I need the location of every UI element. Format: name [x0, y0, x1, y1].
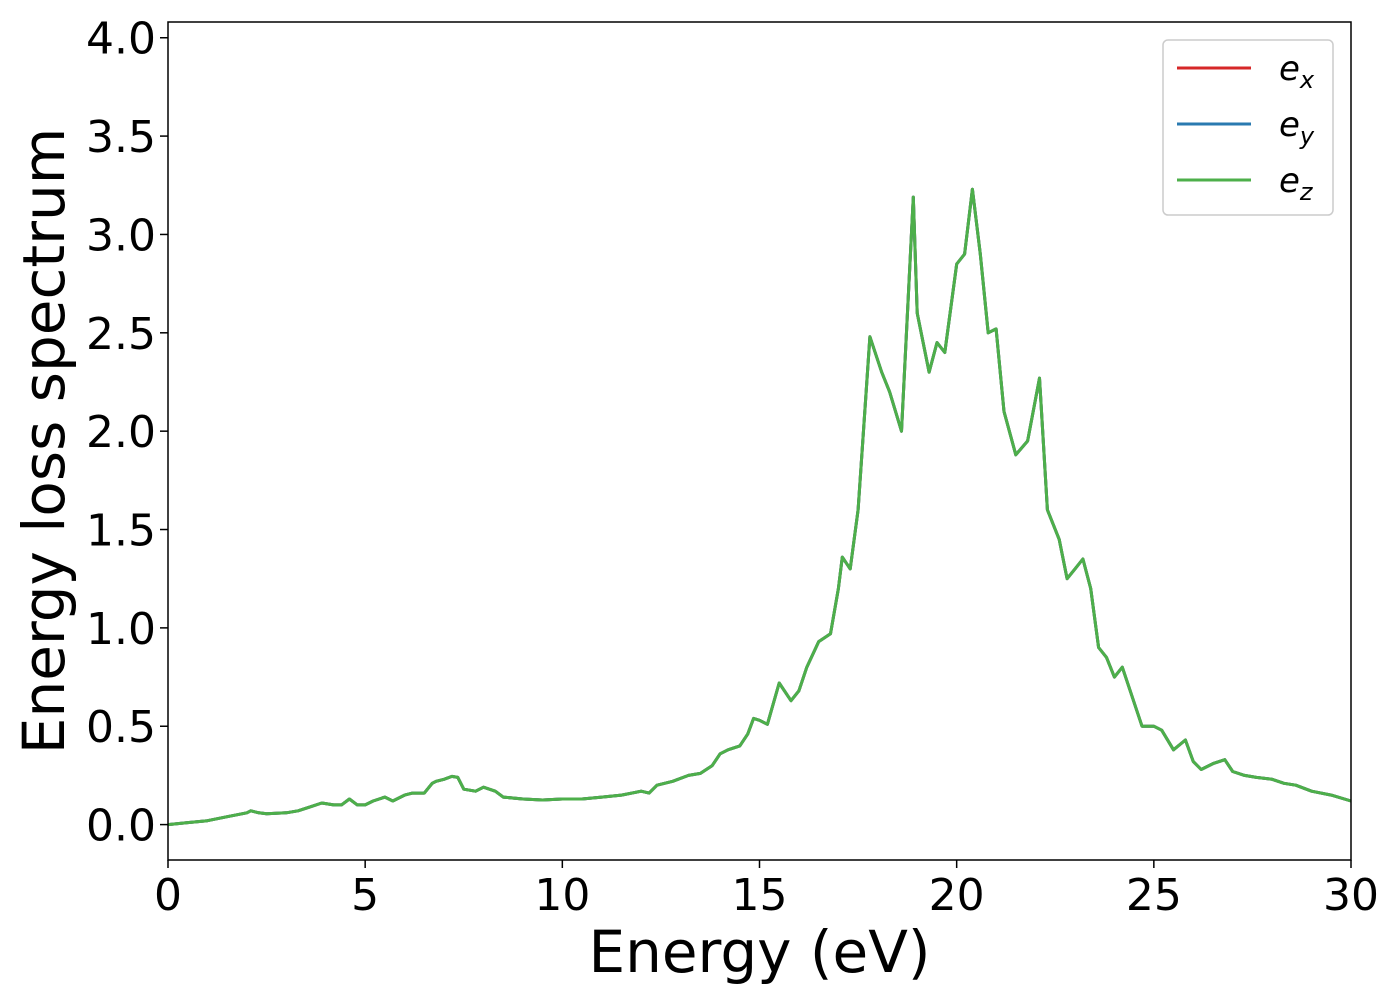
x-tick-label: 20 — [929, 870, 985, 921]
x-tick-label: 15 — [732, 870, 788, 921]
x-tick-label: 30 — [1323, 870, 1379, 921]
x-axis-ticks: 0 5 10 15 20 25 30 — [154, 860, 1379, 921]
y-tick-label: 2.0 — [86, 407, 156, 458]
legend-label-base: e — [1279, 49, 1300, 89]
y-axis-title: Energy loss spectrum — [10, 128, 78, 754]
x-tick-label: 25 — [1126, 870, 1182, 921]
legend-label-subscript: z — [1299, 178, 1314, 206]
y-tick-label: 0.5 — [86, 702, 156, 753]
legend-label-base: e — [1279, 105, 1300, 145]
y-tick-label: 4.0 — [86, 14, 156, 65]
legend-box — [1162, 39, 1334, 216]
y-axis-ticks: 0.0 0.5 1.0 1.5 2.0 2.5 3.0 3.5 4.0 — [86, 14, 168, 852]
series-line-ey — [167, 187, 1352, 827]
y-tick-label: 1.5 — [86, 506, 156, 557]
series-line-ex — [167, 187, 1352, 827]
legend-label-ey: ey — [1279, 105, 1315, 150]
x-tick-label: 0 — [154, 870, 182, 921]
series-layer — [167, 187, 1352, 827]
x-axis-title: Energy (eV) — [588, 918, 930, 986]
legend-label-ez: ez — [1279, 161, 1314, 206]
series-line-ez — [167, 187, 1352, 827]
y-tick-label: 2.5 — [86, 309, 156, 360]
legend-label-subscript: x — [1299, 66, 1315, 94]
y-tick-label: 3.5 — [86, 112, 156, 163]
y-tick-label: 1.0 — [86, 604, 156, 655]
legend-label-ex: ex — [1279, 49, 1315, 94]
y-tick-label: 3.0 — [86, 210, 156, 261]
x-tick-label: 10 — [534, 870, 590, 921]
legend-label-base: e — [1279, 161, 1300, 201]
y-tick-label: 0.0 — [86, 801, 156, 852]
x-tick-label: 5 — [351, 870, 379, 921]
legend-label-subscript: y — [1299, 122, 1315, 150]
